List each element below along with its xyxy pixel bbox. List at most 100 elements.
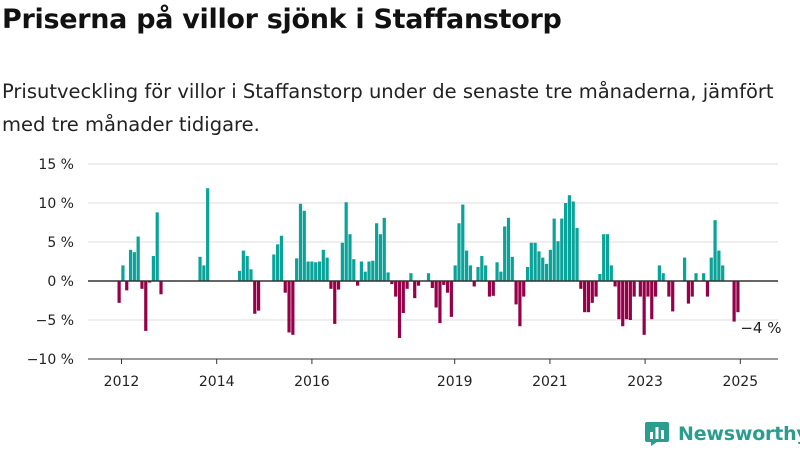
bar <box>621 281 625 327</box>
bar <box>348 234 352 281</box>
bar <box>617 281 621 320</box>
bar <box>276 244 280 281</box>
bar <box>567 195 572 281</box>
bar <box>249 269 253 281</box>
bar <box>537 251 541 281</box>
bar <box>132 252 136 281</box>
bar <box>344 202 348 281</box>
bar <box>522 281 526 297</box>
bar <box>552 218 556 281</box>
bar <box>430 281 434 289</box>
bar <box>556 241 560 281</box>
bar <box>272 254 276 281</box>
y-tick-label: 10 % <box>38 196 74 212</box>
bar <box>314 262 318 281</box>
bar <box>594 281 598 297</box>
x-tick-label: 2014 <box>199 374 235 390</box>
bar <box>382 217 386 281</box>
bar <box>642 281 646 335</box>
chart-subtitle: Prisutveckling för villor i Staffanstorp… <box>2 80 774 136</box>
y-tick-label: −5 % <box>36 313 74 329</box>
y-tick-label: 5 % <box>47 235 74 251</box>
bar <box>352 259 356 281</box>
bar <box>702 273 706 281</box>
bar <box>359 261 363 281</box>
bar <box>434 281 438 308</box>
bar <box>514 281 518 305</box>
bar <box>405 281 409 289</box>
bar <box>198 256 202 281</box>
y-tick-label: 15 % <box>38 157 74 173</box>
bar <box>661 273 665 281</box>
bar-chart-logo-icon <box>645 422 669 446</box>
bar <box>147 281 152 283</box>
x-tick-label: 2012 <box>104 374 140 390</box>
bar <box>140 281 144 289</box>
bar <box>125 281 129 291</box>
bar <box>491 281 495 296</box>
bar <box>586 281 591 313</box>
bar <box>638 281 642 297</box>
bar <box>571 201 575 281</box>
bar <box>457 223 461 281</box>
bar <box>624 281 629 320</box>
bar <box>575 227 579 281</box>
bar <box>256 281 261 311</box>
bar <box>128 249 133 281</box>
bar <box>397 281 402 338</box>
bar <box>237 270 242 281</box>
bar <box>155 212 159 281</box>
bar <box>667 281 671 297</box>
bar <box>533 242 537 281</box>
bar <box>590 281 594 303</box>
bar <box>732 281 736 322</box>
bar <box>298 203 303 281</box>
y-tick-label: −10 % <box>27 352 74 368</box>
bar <box>583 281 587 313</box>
bar <box>717 250 721 281</box>
x-tick-label: 2016 <box>294 374 330 390</box>
bar <box>480 256 484 281</box>
bar <box>646 281 650 297</box>
bar <box>709 257 713 281</box>
bar <box>495 262 499 281</box>
newsworthy-brand: Newsworthy <box>644 419 800 449</box>
gridlines <box>88 163 778 360</box>
bar <box>340 242 344 281</box>
y-axis-tick-labels: −10 % −5 % 0 % 5 % 10 % 15 % <box>27 157 74 368</box>
bar <box>564 203 568 281</box>
y-tick-label: 0 % <box>47 274 74 290</box>
bar <box>628 281 632 320</box>
bar <box>390 281 394 285</box>
bar <box>442 281 446 285</box>
bar <box>465 250 469 281</box>
bar <box>136 236 140 281</box>
bar <box>336 281 341 290</box>
bar <box>279 235 284 281</box>
bar <box>295 258 299 281</box>
bar <box>159 281 163 295</box>
bar <box>386 272 390 281</box>
bar <box>686 281 691 304</box>
bar <box>291 281 295 335</box>
bar <box>487 281 492 297</box>
bar <box>650 281 654 320</box>
bar <box>579 281 583 289</box>
brand-name: Newsworthy <box>678 423 800 445</box>
bar <box>325 257 329 281</box>
bars <box>117 188 740 338</box>
bar <box>241 250 245 281</box>
bar <box>287 281 291 333</box>
bar <box>413 281 417 299</box>
bar-chart: −10 % −5 % 0 % 5 % 10 % 15 % 2012 2014 2016 2019… <box>27 157 782 390</box>
chart-title: Priserna på villor sjönk i Staffanstorp <box>2 4 562 35</box>
bar <box>506 217 511 281</box>
bar <box>438 281 442 324</box>
x-tick-label: 2021 <box>532 374 568 390</box>
bar <box>356 281 360 286</box>
bar <box>449 281 453 317</box>
bar <box>375 223 379 281</box>
bar <box>671 281 675 312</box>
bar <box>144 281 148 331</box>
bar <box>117 281 121 303</box>
